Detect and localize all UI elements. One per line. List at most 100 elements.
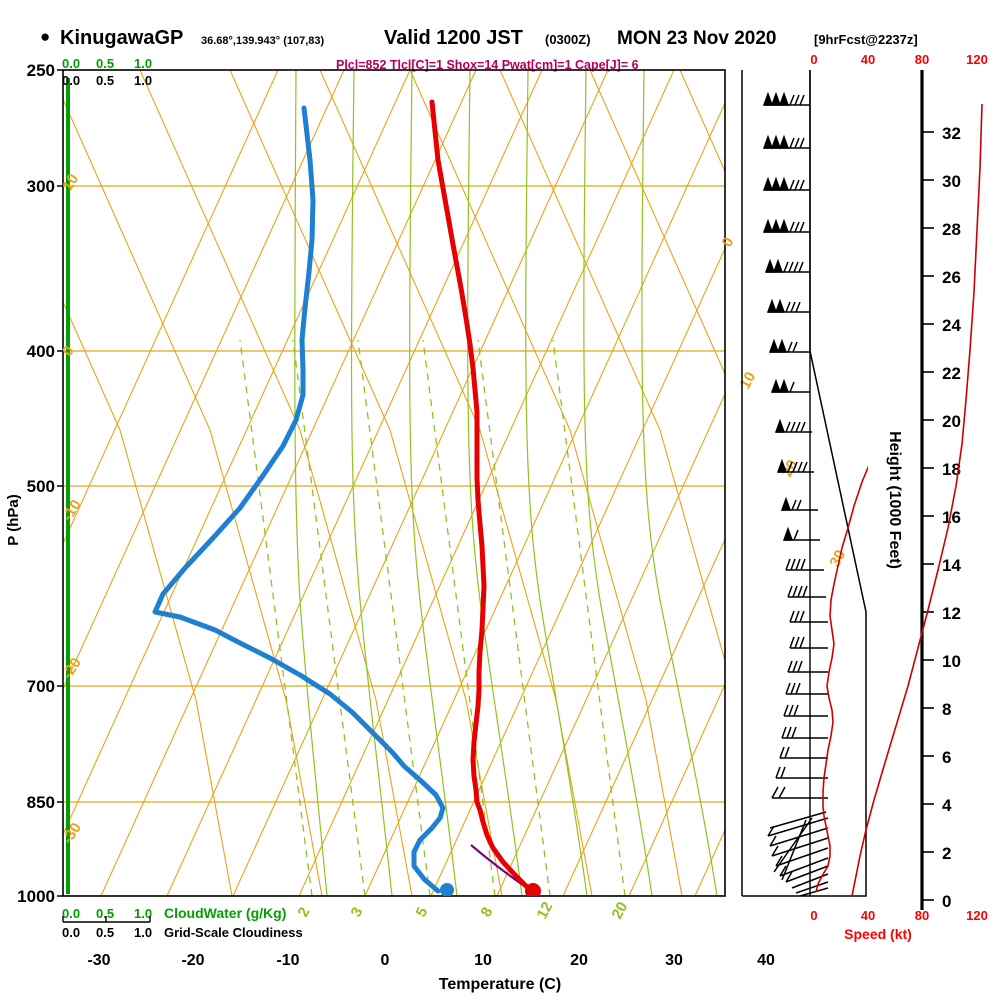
- station-name: KinugawaGP: [60, 27, 183, 49]
- height-tick-0: 0: [942, 892, 951, 911]
- wind-barb: [771, 837, 829, 857]
- height-tick-26: 26: [942, 268, 961, 287]
- bottom-scales: 0.0 0.5 1.0 CloudWater (g/Kg) 0.0 0.5 1.…: [62, 905, 303, 940]
- skewt-plot-border: [62, 69, 726, 897]
- top-cloudiness-tick-1: 1.0: [134, 73, 152, 88]
- height-temperature-curve: [851, 103, 983, 897]
- speed-tick-top-80: 80: [915, 52, 929, 67]
- isotherm-label-10: 10: [59, 171, 82, 194]
- surface-dewpoint-marker: [440, 883, 454, 896]
- wind-barb: [781, 819, 807, 881]
- top-cloudwater-tick-1: 1.0: [134, 56, 152, 71]
- wind-barb: [762, 91, 810, 106]
- valid-utc-label: (0300Z): [545, 32, 591, 47]
- height-tick-22: 22: [942, 364, 961, 383]
- dry-adiabat-lines: [63, 70, 725, 896]
- speed-tick-top-0: 0: [810, 52, 817, 67]
- wind-barb: [774, 418, 812, 433]
- wind-barb: [799, 887, 829, 897]
- pressure-axis-label: P (hPa): [5, 494, 22, 545]
- wind-barb-panel: 0 40 80 120 0 40 80 120 Speed (kt): [741, 52, 988, 942]
- mixing-ratio-label-20: 20: [609, 899, 632, 922]
- height-tick-8: 8: [942, 700, 951, 719]
- height-tick-6: 6: [942, 748, 951, 767]
- wind-barb: [770, 378, 810, 393]
- height-tick-4: 4: [942, 796, 952, 815]
- speed-tick-top-40: 40: [861, 52, 875, 67]
- moist-adiabat-lines: [294, 70, 718, 896]
- sounding-curves: [152, 99, 541, 896]
- speed-axis-top: 0 40 80 120: [810, 52, 987, 67]
- pressure-tick-1000: 1000: [17, 887, 55, 906]
- temp-tick-n20: -20: [181, 952, 204, 969]
- temp-tick-0: 0: [381, 952, 390, 969]
- height-axis-panel: 0 2 4 6 8 10 12 14 16 18 20 22 24 26 28 …: [851, 70, 983, 911]
- top-scales: 0.0 0.5 1.0 0.0 0.5 1.0: [62, 56, 152, 88]
- height-tick-10: 10: [942, 652, 961, 671]
- wind-panel-border: [741, 70, 867, 897]
- mixing-ratio-label-8: 8: [478, 905, 497, 920]
- pressure-tick-500: 500: [27, 477, 55, 496]
- wind-barb: [762, 176, 810, 191]
- wind-barb: [775, 766, 828, 779]
- temperature-curve: [429, 99, 534, 894]
- height-tick-2: 2: [942, 844, 951, 863]
- temp-tick-10: 10: [474, 952, 492, 969]
- pressure-tick-250: 250: [27, 61, 55, 80]
- cloudwater-legend-label: CloudWater (g/Kg): [164, 905, 286, 921]
- pressure-tick-850: 850: [27, 793, 55, 812]
- speed-tick-bot-0: 0: [810, 908, 817, 923]
- wind-barb: [785, 682, 828, 695]
- adiabat-label-0: 0: [719, 235, 738, 250]
- bottom-cloudiness-tick-0p5: 0.5: [96, 925, 114, 940]
- wind-barb: [779, 746, 828, 759]
- isobar-lines: [63, 185, 725, 896]
- wind-barb: [787, 660, 828, 673]
- height-axis-label: Height (1000 Feet): [886, 431, 903, 569]
- top-cloudiness-tick-0p5: 0.5: [96, 73, 114, 88]
- mixing-ratio-lines: [239, 339, 626, 896]
- pressure-tick-300: 300: [27, 177, 55, 196]
- top-cloudwater-tick-0: 0.0: [62, 56, 80, 71]
- isotherm-lines: [63, 70, 725, 896]
- wind-barb: [773, 817, 813, 873]
- height-tick-20: 20: [942, 412, 961, 431]
- temp-tick-n10: -10: [276, 952, 299, 969]
- bottom-cloudwater-tick-0p5: 0.5: [96, 906, 114, 921]
- bottom-cloudiness-tick-0: 0.0: [62, 925, 80, 940]
- speed-tick-top-120: 120: [966, 52, 988, 67]
- height-tick-24: 24: [942, 316, 961, 335]
- wind-barb: [785, 558, 824, 571]
- height-axis-tick-labels: 0 2 4 6 8 10 12 14 16 18 20 22 24 26 28 …: [942, 124, 961, 911]
- height-axis-ticks: [922, 131, 934, 901]
- temp-tick-20: 20: [570, 952, 588, 969]
- adiabat-label-30: 30: [827, 547, 850, 570]
- wind-barb: [764, 258, 810, 273]
- temperature-axis: -30 -20 -10 0 10 20 30 40 Temperature (C…: [87, 952, 775, 993]
- cloudiness-legend-label: Grid-Scale Cloudiness: [164, 925, 303, 940]
- skewt-grid: [63, 70, 725, 896]
- speed-tick-bot-40: 40: [861, 908, 875, 923]
- speed-axis-label: Speed (kt): [844, 926, 912, 942]
- valid-date-label: MON 23 Nov 2020: [617, 28, 776, 49]
- wind-barb: [766, 298, 810, 313]
- height-tick-28: 28: [942, 220, 961, 239]
- wind-barb: [789, 636, 828, 649]
- height-tick-14: 14: [942, 556, 961, 575]
- top-cloudwater-tick-0p5: 0.5: [96, 56, 114, 71]
- wind-barb: [762, 218, 810, 233]
- forecast-tag: [9hrFcst@2237z]: [814, 32, 918, 47]
- wind-barb: [781, 726, 828, 739]
- wind-barb: [775, 847, 829, 867]
- height-tick-18: 18: [942, 460, 961, 479]
- bottom-cloudwater-tick-0: 0.0: [62, 906, 80, 921]
- mixing-ratio-label-5: 5: [413, 905, 432, 920]
- sounding-stats: Plcl=852 Tlcl[C]=1 Shox=14 Pwat[cm]=1 Ca…: [336, 58, 639, 72]
- mixing-ratio-label-2: 2: [295, 905, 314, 920]
- wind-barb: [789, 610, 828, 623]
- pressure-axis: 250 300 400 500 700 850 1000 P (hPa): [5, 61, 63, 906]
- wind-barb: [795, 881, 829, 894]
- wind-speed-curve: [815, 465, 868, 893]
